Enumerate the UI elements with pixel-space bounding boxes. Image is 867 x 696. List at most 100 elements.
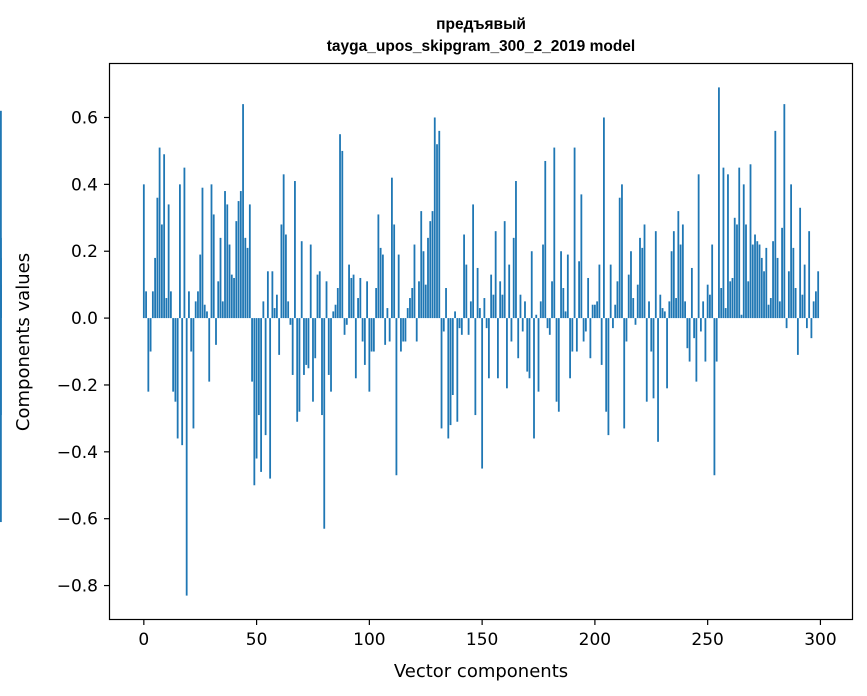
bar-210 [616,281,619,319]
bar-76 [314,318,317,359]
y-tick-label: −0.8 [57,577,98,597]
bar-245 [695,318,698,382]
bar-208 [612,318,614,329]
bar-43 [239,191,242,319]
bar-26 [201,187,204,319]
bar-102 [372,318,375,352]
bar-138 [454,311,456,319]
bar-244 [693,318,696,339]
bar-251 [709,294,711,319]
bar-22 [192,318,195,429]
y-tick-label: −0.6 [57,510,98,530]
bar-181 [551,281,553,319]
bar-154 [490,274,493,319]
bar-264 [738,167,741,319]
bar-80 [323,318,326,529]
bar-218 [634,318,637,325]
bar-174 [535,314,538,319]
bar-190 [571,318,574,352]
bar-143 [465,264,468,319]
bar-148 [476,267,479,319]
x-axis-ticks: 0 50 100 150 200 250 300 [138,619,837,650]
bar-230 [661,308,664,319]
bar-74 [309,244,312,319]
bar-151 [483,298,486,319]
x-tick-label: 250 [691,630,723,650]
bar-38 [228,244,231,319]
bar-215 [627,274,630,319]
bar-99 [366,281,368,319]
bar-295 [808,231,811,319]
bar-164 [512,237,515,319]
bar-236 [675,298,677,319]
bar-29 [208,318,211,382]
bar-231 [663,311,666,319]
bar-279 [772,241,774,319]
bar-252 [711,244,714,319]
bar-130 [436,144,438,319]
bar-266 [742,184,745,319]
bar-72 [305,318,308,365]
chart-title: предъявый [436,16,526,33]
bar-173 [533,318,535,439]
bar-280 [774,130,777,319]
bar-134 [445,288,447,319]
bar-214 [625,318,628,342]
bar-256 [720,288,723,319]
bar-226 [652,318,655,399]
bar-35 [221,301,224,319]
bar-277 [767,304,770,319]
bar-137 [451,318,454,395]
bar-27 [203,304,206,319]
y-tick-label: −0.4 [57,443,98,463]
bar-112 [395,318,398,476]
bar-179 [546,318,549,329]
bar-195 [582,318,585,342]
bar-51 [257,318,260,416]
bar-2 [147,318,150,392]
bar-198 [589,318,592,359]
bar-276 [765,247,768,319]
y-tick-label: 0.2 [71,242,98,262]
bar-1 [145,291,147,319]
bar-93 [352,274,355,319]
bar-141 [460,318,463,335]
bar-64 [287,301,290,319]
bar-65 [289,318,292,325]
bar-288 [792,247,795,319]
bar-53 [262,301,265,319]
bar-275 [763,271,765,319]
bar-258 [724,308,727,319]
bar-55 [266,271,269,319]
bar-271 [754,234,756,319]
bar-207 [609,264,612,319]
bar-48 [251,318,253,382]
bar-146 [472,204,474,319]
bar-217 [632,298,635,319]
bar-108 [386,308,389,319]
bar-144 [467,318,470,335]
bar-291 [799,207,802,319]
bar-221 [641,247,644,319]
bar-28 [206,311,208,319]
bar-110 [391,177,393,319]
bar-269 [749,164,752,319]
bar-41 [235,221,238,319]
bar-227 [654,231,657,319]
bar-63 [285,234,287,319]
bar-159 [501,294,504,319]
bar-237 [677,211,680,319]
bar-81 [325,281,328,319]
bar-203 [600,318,603,365]
bar-163 [510,318,513,342]
bar-34 [219,237,222,319]
bar-undefined [0,110,2,319]
bar-77 [316,274,319,319]
bar-19 [185,318,188,596]
bar-220 [639,237,641,319]
y-axis-ticks: 0.6 0.4 0.2 0.0 −0.2 −0.4 −0.6 −0.8 [57,108,110,597]
bar-253 [713,318,716,476]
bar-107 [384,318,387,345]
bar-199 [591,304,594,319]
